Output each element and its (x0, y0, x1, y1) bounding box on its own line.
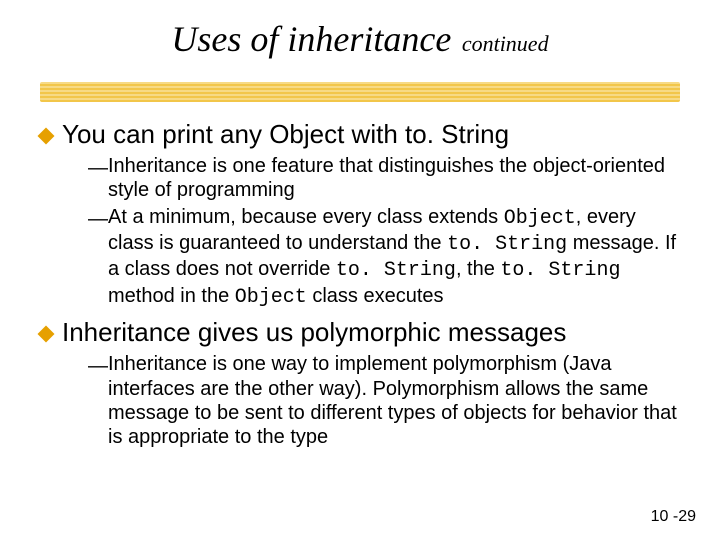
code-run: to. String (500, 259, 620, 282)
sublist: — Inheritance is one way to implement po… (88, 352, 680, 450)
slide: Uses of inheritance continued You can pr… (0, 0, 720, 540)
slide-title: Uses of inheritance (171, 19, 451, 59)
bullet-level1: Inheritance gives us polymorphic message… (40, 318, 680, 348)
bullet-level2-text: Inheritance is one way to implement poly… (108, 352, 680, 450)
dash-icon: — (88, 207, 108, 231)
dash-icon: — (88, 156, 108, 180)
diamond-icon (38, 128, 55, 145)
bullet-level2: — At a minimum, because every class exte… (88, 205, 680, 311)
text-run: At a minimum, because every class extend… (108, 206, 504, 228)
text-run: method in the (108, 285, 235, 307)
diamond-icon (38, 326, 55, 343)
code-run: Object (504, 207, 576, 230)
dash-icon: — (88, 354, 108, 378)
sublist: — Inheritance is one feature that distin… (88, 154, 680, 310)
slide-title-sub: continued (462, 31, 549, 56)
bullet-level2: — Inheritance is one way to implement po… (88, 352, 680, 450)
text-run: class executes (307, 285, 444, 307)
code-run: to. String (447, 233, 567, 256)
bullet-level2: — Inheritance is one feature that distin… (88, 154, 680, 203)
bullet-level1-text: You can print any Object with to. String (62, 120, 509, 150)
slide-number: 10 -29 (651, 508, 696, 526)
slide-title-wrap: Uses of inheritance continued (40, 18, 680, 60)
text-run: Inheritance is one feature that distingu… (108, 155, 665, 201)
code-run: Object (235, 286, 307, 309)
title-underline (40, 82, 680, 102)
bullet-level1-text: Inheritance gives us polymorphic message… (62, 318, 566, 348)
bullet-level1: You can print any Object with to. String (40, 120, 680, 150)
bullet-level2-text: At a minimum, because every class extend… (108, 205, 680, 311)
bullet-level2-text: Inheritance is one feature that distingu… (108, 154, 680, 203)
text-run: , the (456, 258, 500, 280)
code-run: to. String (336, 259, 456, 282)
slide-content: You can print any Object with to. String… (40, 120, 680, 450)
text-run: Inheritance is one way to implement poly… (108, 353, 677, 448)
